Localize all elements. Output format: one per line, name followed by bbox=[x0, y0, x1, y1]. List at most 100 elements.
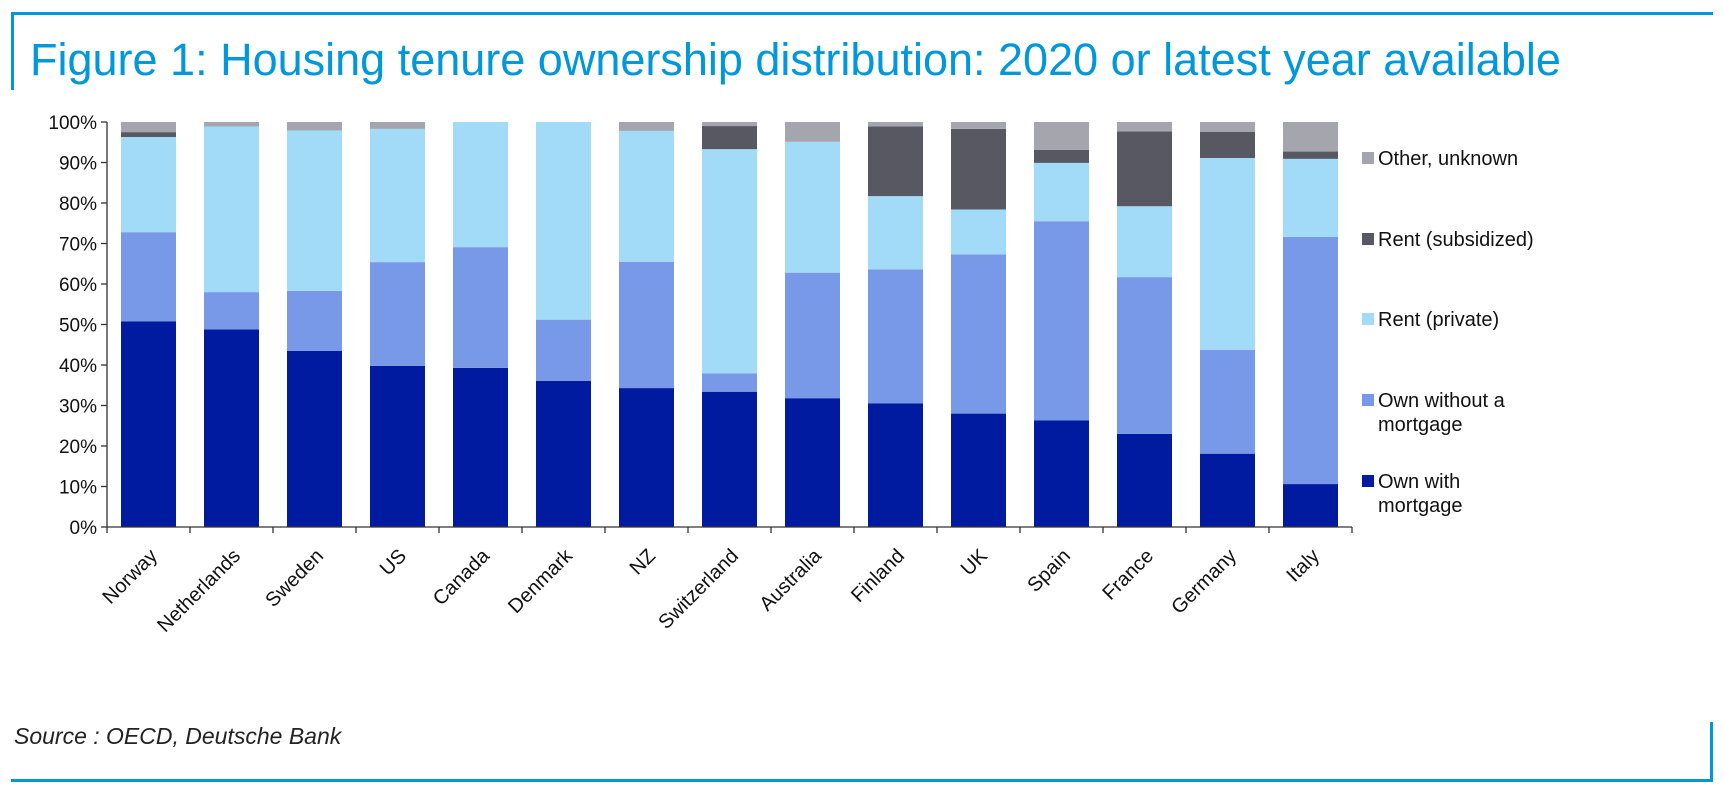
bar-switzerland-own-with-mortgage bbox=[702, 391, 757, 527]
bar-italy-rent-subsidized bbox=[1283, 151, 1338, 159]
legend-label-other-unknown: Other, unknown bbox=[1378, 148, 1518, 170]
stacked-bar-chart: 0%10%20%30%40%50%60%70%80%90%100%NorwayN… bbox=[48, 113, 1534, 637]
bar-us-own-with-mortgage bbox=[370, 365, 425, 527]
bar-us-other-unknown bbox=[370, 122, 425, 129]
bar-nz-rent-private bbox=[619, 130, 674, 262]
bar-uk-rent-private bbox=[951, 209, 1006, 255]
bar-switzerland-rent-subsidized bbox=[702, 126, 757, 150]
bar-us-own-without-a-mortgage bbox=[370, 262, 425, 366]
y-tick-label: 60% bbox=[59, 275, 97, 296]
bar-netherlands-rent-private bbox=[204, 126, 259, 293]
x-tick-label-spain: Spain bbox=[1023, 545, 1075, 597]
y-tick-label: 20% bbox=[59, 437, 97, 458]
x-tick-label-netherlands: Netherlands bbox=[153, 545, 245, 637]
bar-nz-other-unknown bbox=[619, 122, 674, 131]
bar-finland-own-without-a-mortgage bbox=[868, 269, 923, 404]
legend-label-rent-subsidized: Rent (subsidized) bbox=[1378, 229, 1534, 251]
frame-right-line bbox=[1710, 722, 1713, 782]
bar-uk-rent-subsidized bbox=[951, 128, 1006, 210]
bar-france-own-without-a-mortgage bbox=[1117, 277, 1172, 434]
legend-label-own-with-mortgage: Own with mortgage bbox=[1378, 471, 1463, 517]
y-tick-label: 70% bbox=[59, 235, 97, 256]
x-tick-label-denmark: Denmark bbox=[504, 544, 578, 618]
x-tick-label-uk: UK bbox=[957, 545, 993, 581]
bar-italy-own-without-a-mortgage bbox=[1283, 237, 1338, 485]
x-tick-label-italy: Italy bbox=[1283, 545, 1324, 586]
legend-swatch-rent-subsidized bbox=[1362, 233, 1374, 245]
legend: Other, unknown Rent (subsidized) Rent (pri… bbox=[1362, 148, 1534, 517]
bar-france-rent-subsidized bbox=[1117, 131, 1172, 207]
y-tick-label: 90% bbox=[59, 154, 97, 175]
x-tick-label-nz: NZ bbox=[626, 545, 660, 579]
bar-norway-own-with-mortgage bbox=[121, 321, 176, 527]
y-tick-label: 80% bbox=[59, 194, 97, 215]
x-tick-label-us: US bbox=[376, 545, 411, 580]
y-tick-label: 0% bbox=[70, 518, 98, 539]
legend-label-rent-private: Rent (private) bbox=[1378, 309, 1499, 331]
bar-australia-own-without-a-mortgage bbox=[785, 272, 840, 399]
legend-swatch-own-with-mortgage bbox=[1362, 475, 1374, 487]
y-tick-label: 30% bbox=[59, 397, 97, 418]
x-tick-label-norway: Norway bbox=[99, 545, 162, 608]
bar-netherlands-own-with-mortgage bbox=[204, 329, 259, 527]
bar-norway-own-without-a-mortgage bbox=[121, 232, 176, 322]
y-tick-label: 50% bbox=[59, 316, 97, 337]
legend-swatch-other-unknown bbox=[1362, 152, 1374, 164]
bar-denmark-own-without-a-mortgage bbox=[536, 319, 591, 381]
bar-australia-other-unknown bbox=[785, 122, 840, 142]
bar-uk-own-with-mortgage bbox=[951, 413, 1006, 527]
frame-top-line bbox=[11, 12, 1713, 15]
bar-france-other-unknown bbox=[1117, 122, 1172, 132]
bar-switzerland-other-unknown bbox=[702, 122, 757, 127]
bar-canada-own-with-mortgage bbox=[453, 367, 508, 527]
bar-finland-other-unknown bbox=[868, 122, 923, 127]
frame-left-line bbox=[11, 12, 14, 90]
bar-spain-rent-private bbox=[1034, 162, 1089, 222]
x-tick-label-germany: Germany bbox=[1167, 545, 1241, 619]
bar-finland-own-with-mortgage bbox=[868, 403, 923, 527]
bar-denmark-own-with-mortgage bbox=[536, 380, 591, 527]
bar-sweden-own-with-mortgage bbox=[287, 350, 342, 527]
bars-group bbox=[121, 122, 1338, 527]
bar-france-rent-private bbox=[1117, 206, 1172, 278]
bar-italy-other-unknown bbox=[1283, 122, 1338, 152]
x-tick-label-australia: Australia bbox=[755, 544, 826, 615]
bar-canada-rent-private bbox=[453, 122, 508, 248]
y-tick-label: 10% bbox=[59, 478, 97, 499]
bar-nz-own-with-mortgage bbox=[619, 388, 674, 527]
bar-spain-other-unknown bbox=[1034, 122, 1089, 150]
bar-uk-own-without-a-mortgage bbox=[951, 254, 1006, 414]
bar-netherlands-other-unknown bbox=[204, 122, 259, 127]
bar-finland-rent-private bbox=[868, 196, 923, 270]
bar-denmark-rent-private bbox=[536, 122, 591, 320]
bar-germany-own-without-a-mortgage bbox=[1200, 350, 1255, 454]
bar-netherlands-own-without-a-mortgage bbox=[204, 292, 259, 330]
bar-us-rent-private bbox=[370, 128, 425, 263]
bar-switzerland-own-without-a-mortgage bbox=[702, 373, 757, 392]
bar-norway-rent-subsidized bbox=[121, 132, 176, 137]
x-tick-label-finland: Finland bbox=[847, 545, 909, 607]
bar-sweden-other-unknown bbox=[287, 122, 342, 131]
bar-spain-rent-subsidized bbox=[1034, 149, 1089, 163]
bar-italy-own-with-mortgage bbox=[1283, 484, 1338, 527]
x-tick-label-canada: Canada bbox=[429, 544, 495, 610]
bar-italy-rent-private bbox=[1283, 158, 1338, 238]
frame-bottom-line bbox=[11, 779, 1713, 782]
bar-australia-own-with-mortgage bbox=[785, 398, 840, 527]
bar-germany-rent-subsidized bbox=[1200, 131, 1255, 159]
source-note: Source : OECD, Deutsche Bank bbox=[14, 723, 342, 749]
y-tick-label: 100% bbox=[48, 113, 97, 134]
legend-swatch-own-without-a-mortgage bbox=[1362, 394, 1374, 406]
x-tick-label-switzerland: Switzerland bbox=[654, 545, 743, 634]
bar-france-own-with-mortgage bbox=[1117, 433, 1172, 527]
bar-spain-own-without-a-mortgage bbox=[1034, 221, 1089, 421]
bar-germany-own-with-mortgage bbox=[1200, 453, 1255, 527]
x-tick-label-france: France bbox=[1098, 545, 1158, 605]
bar-norway-other-unknown bbox=[121, 122, 176, 133]
legend-label-own-without-a-mortgage: Own without a mortgage bbox=[1378, 390, 1506, 436]
bar-germany-other-unknown bbox=[1200, 122, 1255, 132]
bar-finland-rent-subsidized bbox=[868, 126, 923, 197]
legend-swatch-rent-private bbox=[1362, 313, 1374, 325]
x-tick-label-sweden: Sweden bbox=[261, 545, 328, 612]
bar-uk-other-unknown bbox=[951, 122, 1006, 129]
